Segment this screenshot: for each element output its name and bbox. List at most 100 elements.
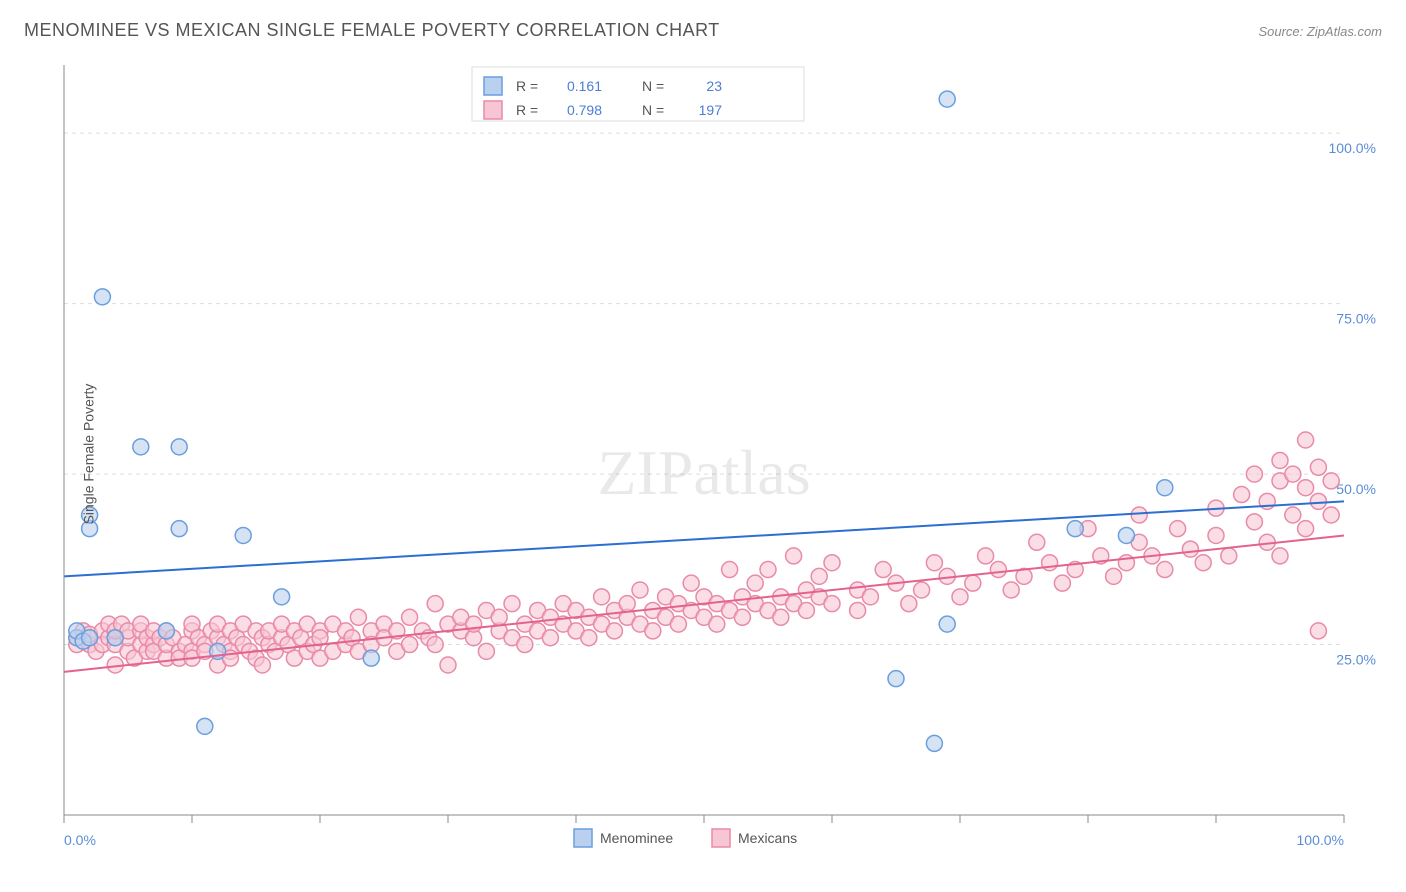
data-point (1272, 548, 1288, 564)
data-point (670, 616, 686, 632)
data-point (107, 630, 123, 646)
data-point (1246, 514, 1262, 530)
data-point (1298, 480, 1314, 496)
trend-line (64, 501, 1344, 576)
data-point (1272, 452, 1288, 468)
data-point (402, 609, 418, 625)
data-point (850, 602, 866, 618)
data-point (926, 735, 942, 751)
data-point (1067, 521, 1083, 537)
data-point (786, 548, 802, 564)
data-point (862, 589, 878, 605)
data-point (402, 637, 418, 653)
data-point (914, 582, 930, 598)
legend-r-label: R = (516, 78, 538, 94)
y-tick-label: 75.0% (1336, 311, 1376, 327)
legend-swatch (484, 101, 502, 119)
data-point (1182, 541, 1198, 557)
data-point (875, 562, 891, 578)
data-point (1208, 527, 1224, 543)
data-point (773, 609, 789, 625)
x-tick-label: 0.0% (64, 832, 96, 848)
data-point (1323, 473, 1339, 489)
data-point (990, 562, 1006, 578)
data-point (235, 527, 251, 543)
data-point (197, 718, 213, 734)
legend-n-value: 197 (699, 102, 723, 118)
legend-series-label: Mexicans (738, 830, 797, 846)
watermark: ZIPatlas (597, 437, 810, 508)
data-point (1029, 534, 1045, 550)
legend-swatch (574, 829, 592, 847)
data-point (478, 643, 494, 659)
y-axis-label: Single Female Poverty (80, 383, 96, 524)
data-point (1118, 527, 1134, 543)
data-point (1157, 562, 1173, 578)
legend-series-label: Menominee (600, 830, 673, 846)
data-point (82, 630, 98, 646)
y-tick-label: 100.0% (1329, 140, 1376, 156)
data-point (1298, 432, 1314, 448)
y-tick-label: 25.0% (1336, 652, 1376, 668)
data-point (1246, 466, 1262, 482)
data-point (734, 609, 750, 625)
data-point (645, 623, 661, 639)
legend-r-value: 0.161 (567, 78, 602, 94)
data-point (1310, 459, 1326, 475)
data-point (1003, 582, 1019, 598)
legend-r-value: 0.798 (567, 102, 602, 118)
data-point (760, 562, 776, 578)
data-point (542, 630, 558, 646)
data-point (94, 289, 110, 305)
data-point (978, 548, 994, 564)
source-attribution: Source: ZipAtlas.com (1258, 24, 1382, 39)
data-point (1323, 507, 1339, 523)
data-point (747, 575, 763, 591)
data-point (965, 575, 981, 591)
data-point (926, 555, 942, 571)
data-point (1054, 575, 1070, 591)
data-point (888, 671, 904, 687)
data-point (133, 439, 149, 455)
data-point (1221, 548, 1237, 564)
data-point (581, 630, 597, 646)
data-point (171, 521, 187, 537)
legend-swatch (484, 77, 502, 95)
legend-r-label: R = (516, 102, 538, 118)
y-tick-label: 50.0% (1336, 481, 1376, 497)
data-point (158, 623, 174, 639)
data-point (171, 439, 187, 455)
data-point (517, 637, 533, 653)
data-point (363, 650, 379, 666)
data-point (440, 657, 456, 673)
data-point (824, 596, 840, 612)
data-point (1285, 507, 1301, 523)
data-point (722, 562, 738, 578)
data-point (274, 589, 290, 605)
data-point (1310, 623, 1326, 639)
data-point (491, 609, 507, 625)
data-point (594, 589, 610, 605)
data-point (606, 623, 622, 639)
legend-n-label: N = (642, 102, 664, 118)
data-point (824, 555, 840, 571)
data-point (1106, 568, 1122, 584)
data-point (683, 575, 699, 591)
trend-line (64, 535, 1344, 671)
data-point (1285, 466, 1301, 482)
data-point (1157, 480, 1173, 496)
data-point (1234, 487, 1250, 503)
legend-n-value: 23 (706, 78, 722, 94)
legend-n-label: N = (642, 78, 664, 94)
data-point (350, 609, 366, 625)
data-point (1131, 507, 1147, 523)
data-point (811, 568, 827, 584)
data-point (709, 616, 725, 632)
data-point (254, 657, 270, 673)
data-point (952, 589, 968, 605)
correlation-scatter-chart: 25.0%50.0%75.0%100.0%ZIPatlas0.0%100.0%R… (24, 55, 1382, 852)
data-point (619, 596, 635, 612)
data-point (427, 637, 443, 653)
data-point (939, 91, 955, 107)
data-point (1170, 521, 1186, 537)
